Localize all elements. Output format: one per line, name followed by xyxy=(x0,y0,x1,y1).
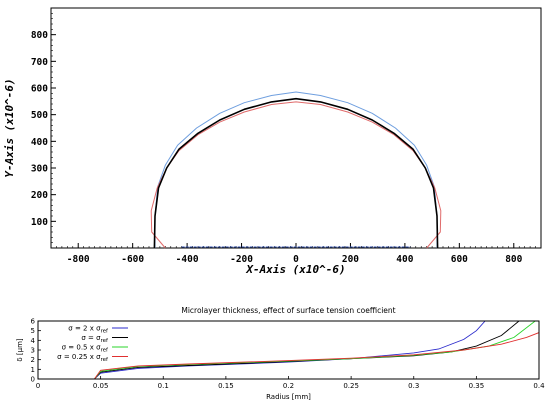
bottom-x-tick-label: 0.3 xyxy=(408,382,419,390)
legend-entry-label: σ = 2 x σref xyxy=(68,325,109,335)
bottom-y-tick-label: 1 xyxy=(31,366,35,374)
top-x-tick-label: -400 xyxy=(176,254,199,265)
bottom-x-tick-label: 0.25 xyxy=(343,382,359,390)
top-y-tick-label: 100 xyxy=(31,217,48,228)
bottom-y-tick-label: 3 xyxy=(31,347,35,355)
top-plot-frame xyxy=(50,7,542,249)
top-series-line xyxy=(154,91,438,248)
top-y-tick-label: 400 xyxy=(31,137,48,148)
top-x-tick-label: -200 xyxy=(230,254,253,265)
bottom-x-tick-label: 0 xyxy=(36,382,40,390)
top-y-axis-title: Y-Axis (x10^-6) xyxy=(3,78,16,177)
bottom-x-tick-label: 0.05 xyxy=(93,382,109,390)
top-series-line xyxy=(153,97,439,249)
bottom-y-tick-label: 5 xyxy=(31,327,35,335)
top-y-tick-label: 800 xyxy=(31,30,48,41)
top-x-tick-label: -600 xyxy=(121,254,144,265)
top-x-tick-label: 0 xyxy=(293,254,299,265)
bottom-x-tick-label: 0.35 xyxy=(469,382,485,390)
bottom-series-line xyxy=(94,321,486,379)
top-y-tick-label: 500 xyxy=(31,110,48,121)
top-y-tick-label: 700 xyxy=(31,57,48,68)
top-x-tick-label: 400 xyxy=(396,254,413,265)
top-x-tick-label: 200 xyxy=(342,254,359,265)
legend-entry-label: σ = 0.5 x σref xyxy=(62,344,109,354)
bottom-series-line xyxy=(94,321,520,379)
bottom-y-tick-label: 2 xyxy=(31,356,35,364)
bottom-y-tick-label: 6 xyxy=(31,318,36,326)
top-x-tick-label: 600 xyxy=(451,254,468,265)
bottom-chart-title: Microlayer thickness, effect of surface … xyxy=(181,306,395,315)
legend-entry-label: σ = 0.25 x σref xyxy=(57,353,109,363)
bottom-x-axis-title: Radius [mm] xyxy=(266,393,311,401)
bottom-y-tick-label: 0 xyxy=(31,376,35,384)
bottom-x-tick-label: 0.2 xyxy=(283,382,294,390)
top-x-tick-label: 800 xyxy=(505,254,522,265)
bottom-x-tick-label: 0.4 xyxy=(533,382,545,390)
top-y-tick-label: 200 xyxy=(31,190,48,201)
top-series-line xyxy=(150,101,442,249)
legend-entry-label: σ = σref xyxy=(81,334,109,344)
top-x-tick-label: -800 xyxy=(67,254,90,265)
bottom-y-tick-label: 4 xyxy=(31,337,36,345)
bottom-x-tick-label: 0.15 xyxy=(218,382,234,390)
bottom-y-axis-title: δ [μm] xyxy=(16,338,24,362)
top-y-tick-label: 600 xyxy=(31,84,48,95)
bottom-series-line xyxy=(94,332,539,379)
top-y-tick-label: 300 xyxy=(31,164,48,175)
bottom-x-tick-label: 0.1 xyxy=(158,382,169,390)
bottom-series-line xyxy=(94,321,536,379)
top-x-axis-title: X-Axis (x10^-6) xyxy=(245,263,345,276)
